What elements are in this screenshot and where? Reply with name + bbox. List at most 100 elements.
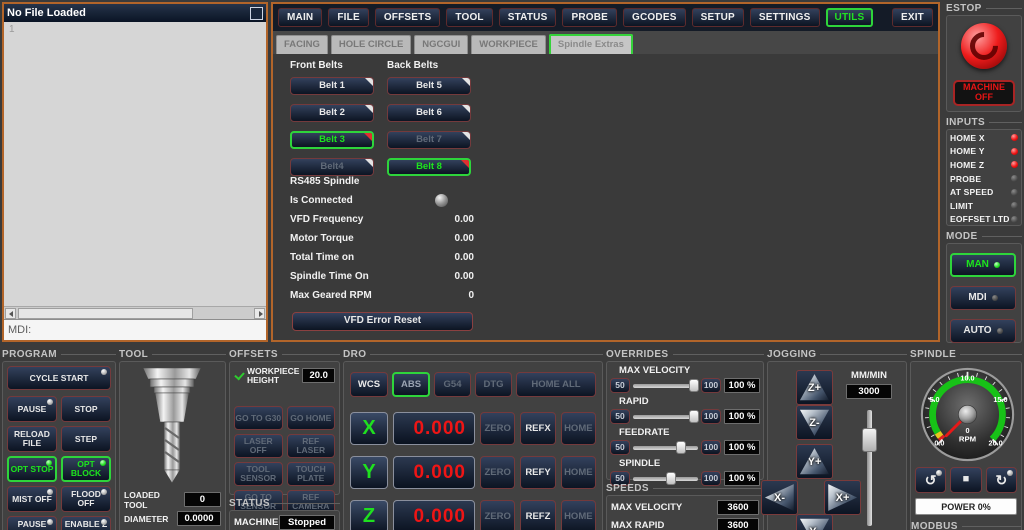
zero-x-button[interactable]: ZERO bbox=[480, 412, 516, 445]
spindle-ccw-button[interactable]: ↺ bbox=[915, 467, 947, 493]
tab-hole-circle[interactable]: HOLE CIRCLE bbox=[330, 35, 412, 54]
home-z-button[interactable]: HOME bbox=[560, 500, 596, 530]
cycle-start-button[interactable]: CYCLE START bbox=[7, 366, 111, 390]
mist-button[interactable]: MIST OFF bbox=[7, 486, 57, 512]
readout-row: VFD Frequency 0.00 bbox=[290, 214, 474, 225]
menu-main[interactable]: MAIN bbox=[278, 8, 323, 27]
exit-button[interactable]: EXIT bbox=[891, 8, 933, 27]
abs-button[interactable]: ABS bbox=[392, 372, 430, 397]
menu-utils[interactable]: UTILS bbox=[825, 8, 874, 27]
feedrate-max-button[interactable]: 100 bbox=[701, 439, 721, 455]
editor-horizontal-scrollbar[interactable] bbox=[4, 306, 266, 319]
workpiece-height-value[interactable]: 20.0 bbox=[302, 368, 335, 384]
jog-x-minus-button[interactable]: X- bbox=[761, 480, 798, 515]
gcode-editor[interactable]: 1 bbox=[4, 22, 266, 306]
max-velocity-max-button[interactable]: 100 bbox=[701, 377, 721, 393]
step-button[interactable]: STEP bbox=[61, 426, 111, 452]
jog-rate-slider[interactable] bbox=[862, 410, 877, 526]
enable-z-comp-button[interactable]: ENABLE Z COMP bbox=[61, 516, 111, 530]
corner-indicator-icon bbox=[462, 132, 470, 140]
feedrate-slider[interactable] bbox=[633, 440, 698, 455]
menu-tool[interactable]: TOOL bbox=[446, 8, 493, 27]
machine-off-button[interactable]: MACHINE OFF bbox=[953, 80, 1015, 106]
workpiece-height-checkbox[interactable] bbox=[234, 371, 244, 381]
scroll-left-icon[interactable] bbox=[5, 308, 16, 319]
spindle-stop-button[interactable]: ■ bbox=[950, 467, 982, 493]
reload-file-button[interactable]: RELOAD FILE bbox=[7, 426, 57, 452]
rapid-max-button[interactable]: 100 bbox=[701, 408, 721, 424]
menu-probe[interactable]: PROBE bbox=[562, 8, 618, 27]
vfd-error-reset-button[interactable]: VFD Error Reset bbox=[292, 312, 473, 331]
belt-7-button[interactable]: Belt 7 bbox=[387, 131, 471, 149]
tab-workpiece[interactable]: WORKPIECE bbox=[471, 35, 546, 54]
go-to-g30-button[interactable]: GO TO G30 bbox=[234, 406, 283, 430]
ref-z-button[interactable]: REFZ bbox=[520, 500, 556, 530]
dtg-button[interactable]: DTG bbox=[475, 372, 512, 397]
menu-gcodes[interactable]: GCODES bbox=[623, 8, 686, 27]
slider-handle[interactable] bbox=[676, 440, 687, 454]
z-axis-button[interactable]: Z bbox=[350, 500, 388, 530]
laser-button[interactable]: LASER OFF bbox=[234, 434, 283, 458]
home-x-button[interactable]: HOME bbox=[560, 412, 596, 445]
menu-status[interactable]: STATUS bbox=[498, 8, 557, 27]
menu-setup[interactable]: SETUP bbox=[691, 8, 744, 27]
pause-spindle-button[interactable]: PAUSE SPINDLE bbox=[7, 516, 57, 530]
belt-1-button[interactable]: Belt 1 bbox=[290, 77, 374, 95]
tab-ngcgui[interactable]: NGCGUI bbox=[414, 35, 469, 54]
jog-y-plus-button[interactable]: Y+ bbox=[796, 444, 833, 479]
menu-offsets[interactable]: OFFSETS bbox=[374, 8, 441, 27]
belt-2-button[interactable]: Belt 2 bbox=[290, 104, 374, 122]
opt-block-button[interactable]: OPT BLOCK bbox=[61, 456, 111, 482]
ref-y-button[interactable]: REFY bbox=[520, 456, 556, 489]
scrollbar-thumb[interactable] bbox=[18, 308, 193, 319]
home-y-button[interactable]: HOME bbox=[560, 456, 596, 489]
flood-button[interactable]: FLOOD OFF bbox=[61, 486, 111, 512]
menu-settings[interactable]: SETTINGS bbox=[749, 8, 820, 27]
mode-man-button[interactable]: MAN bbox=[950, 253, 1016, 277]
mode-auto-button[interactable]: AUTO bbox=[950, 319, 1016, 343]
x-axis-button[interactable]: X bbox=[350, 412, 388, 445]
tab-spindle-extras[interactable]: Spindle Extras bbox=[548, 34, 633, 54]
zero-z-button[interactable]: ZERO bbox=[480, 500, 516, 530]
touch-plate-button[interactable]: TOUCH PLATE bbox=[286, 462, 335, 486]
feedrate-min-button[interactable]: 50 bbox=[610, 439, 630, 455]
stop-button[interactable]: STOP bbox=[61, 396, 111, 422]
slider-handle[interactable] bbox=[688, 378, 699, 392]
pause-button[interactable]: PAUSE bbox=[7, 396, 57, 422]
wcs-button[interactable]: WCS bbox=[350, 372, 388, 397]
mode-mdi-button[interactable]: MDI bbox=[950, 286, 1016, 310]
menu-file[interactable]: FILE bbox=[328, 8, 369, 27]
zero-y-button[interactable]: ZERO bbox=[480, 456, 516, 489]
ref-laser-button[interactable]: REF LASER bbox=[286, 434, 335, 458]
belt-3-button[interactable]: Belt 3 bbox=[290, 131, 374, 149]
belt-8-button[interactable]: Belt 8 bbox=[387, 158, 471, 176]
tab-facing[interactable]: FACING bbox=[276, 35, 328, 54]
home-all-button[interactable]: HOME ALL bbox=[516, 372, 596, 397]
go-home-button[interactable]: GO HOME bbox=[286, 406, 335, 430]
y-axis-button[interactable]: Y bbox=[350, 456, 388, 489]
opt-stop-led-icon bbox=[46, 460, 52, 466]
rapid-min-button[interactable]: 50 bbox=[610, 408, 630, 424]
slider-handle[interactable] bbox=[862, 428, 877, 452]
jog-z-minus-button[interactable]: Z- bbox=[796, 405, 833, 440]
g54-button[interactable]: G54 bbox=[434, 372, 471, 397]
belt-6-button[interactable]: Belt 6 bbox=[387, 104, 471, 122]
belt-5-button[interactable]: Belt 5 bbox=[387, 77, 471, 95]
right-column: ESTOP MACHINE OFF INPUTS HOME X HOME Y H… bbox=[946, 0, 1022, 345]
max-velocity-min-button[interactable]: 50 bbox=[610, 377, 630, 393]
slider-handle[interactable] bbox=[688, 409, 699, 423]
tool-sensor-button[interactable]: TOOL SENSOR bbox=[234, 462, 283, 486]
mdi-input[interactable]: MDI: bbox=[4, 319, 266, 340]
file-panel-corner-button[interactable] bbox=[250, 6, 263, 20]
rapid-slider[interactable] bbox=[633, 409, 699, 424]
jog-x-plus-button[interactable]: X+ bbox=[824, 480, 861, 515]
estop-button[interactable] bbox=[961, 23, 1007, 69]
belt-4-button[interactable]: Belt4 bbox=[290, 158, 374, 176]
spindle-cw-button[interactable]: ↻ bbox=[985, 467, 1017, 493]
jog-z-plus-button[interactable]: Z+ bbox=[796, 370, 833, 405]
opt-stop-button[interactable]: OPT STOP bbox=[7, 456, 57, 482]
jog-y-minus-button[interactable]: Y- bbox=[796, 514, 833, 530]
max-velocity-slider[interactable] bbox=[633, 378, 699, 393]
ref-x-button[interactable]: REFX bbox=[520, 412, 556, 445]
scroll-right-icon[interactable] bbox=[254, 308, 265, 319]
